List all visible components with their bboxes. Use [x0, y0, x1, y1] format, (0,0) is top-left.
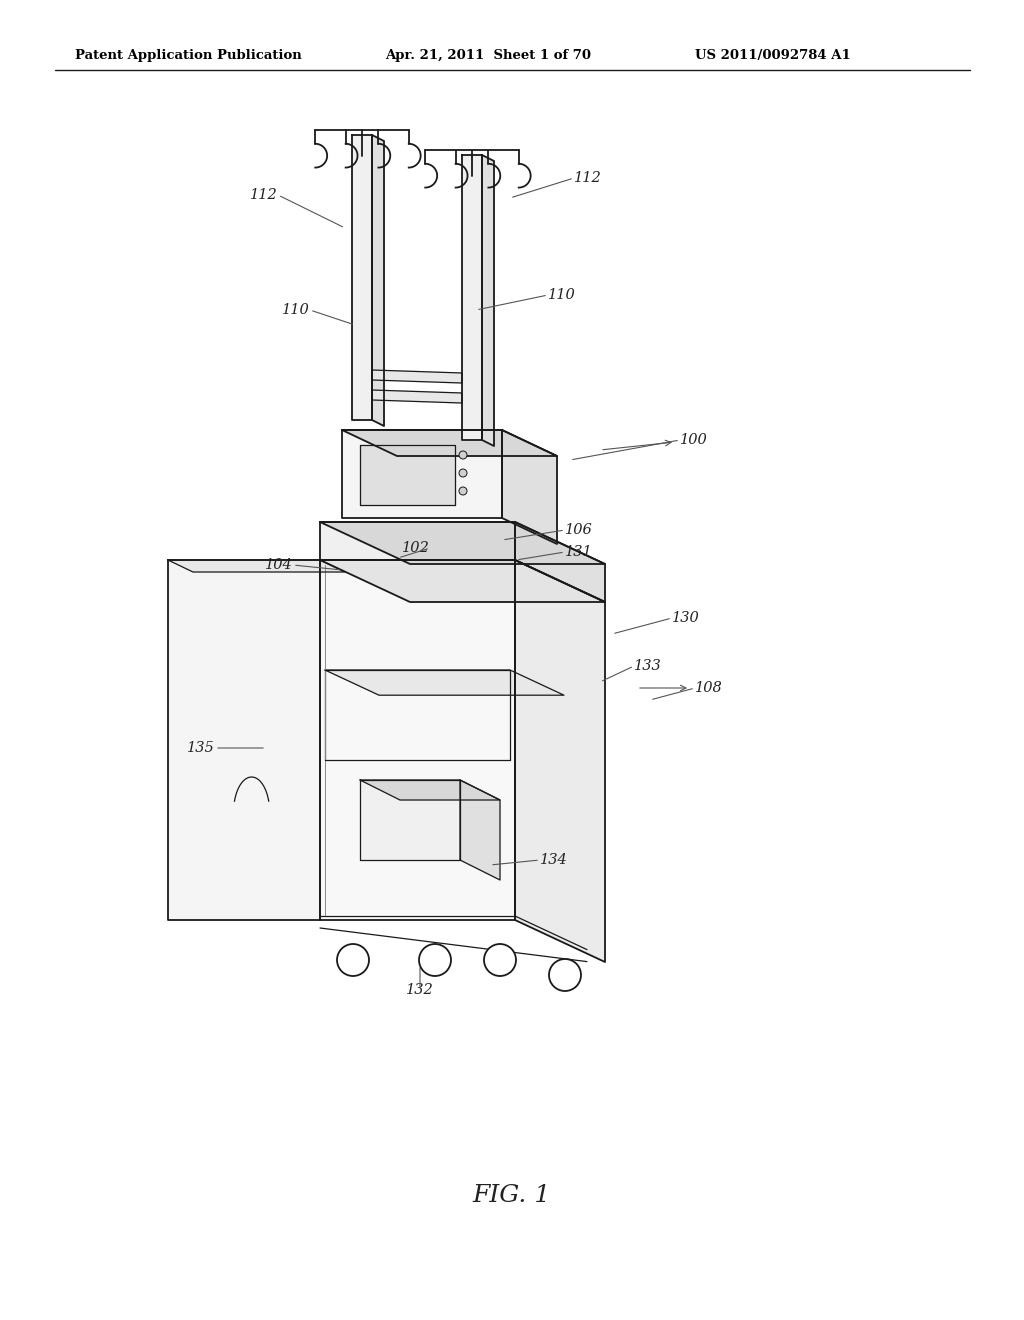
Polygon shape: [372, 135, 384, 426]
Text: 132: 132: [407, 983, 434, 997]
Text: US 2011/0092784 A1: US 2011/0092784 A1: [695, 49, 851, 62]
Polygon shape: [372, 370, 462, 383]
Text: 135: 135: [187, 741, 215, 755]
Circle shape: [484, 944, 516, 975]
Polygon shape: [168, 560, 319, 920]
Text: Patent Application Publication: Patent Application Publication: [75, 49, 302, 62]
Text: 134: 134: [540, 853, 567, 867]
Text: 108: 108: [695, 681, 723, 696]
Text: 102: 102: [402, 541, 430, 554]
Polygon shape: [168, 560, 345, 572]
Polygon shape: [319, 560, 515, 920]
Circle shape: [459, 451, 467, 459]
Polygon shape: [319, 560, 605, 602]
Text: 100: 100: [680, 433, 708, 447]
Polygon shape: [352, 135, 372, 420]
Polygon shape: [342, 430, 502, 517]
Polygon shape: [502, 430, 557, 544]
Polygon shape: [325, 671, 564, 696]
Text: Apr. 21, 2011  Sheet 1 of 70: Apr. 21, 2011 Sheet 1 of 70: [385, 49, 591, 62]
Text: 112: 112: [250, 187, 278, 202]
Circle shape: [419, 944, 451, 975]
Polygon shape: [319, 521, 605, 564]
Text: 106: 106: [565, 523, 593, 537]
Polygon shape: [460, 780, 500, 880]
Text: 130: 130: [672, 611, 699, 624]
Circle shape: [459, 469, 467, 477]
Text: 110: 110: [283, 304, 310, 317]
Text: FIG. 1: FIG. 1: [473, 1184, 551, 1206]
Text: 110: 110: [548, 288, 575, 302]
Polygon shape: [342, 430, 557, 455]
Polygon shape: [360, 445, 455, 506]
Text: 131: 131: [565, 545, 593, 558]
Polygon shape: [515, 521, 605, 602]
Circle shape: [337, 944, 369, 975]
Circle shape: [459, 487, 467, 495]
Polygon shape: [360, 780, 460, 861]
Polygon shape: [372, 389, 462, 403]
Polygon shape: [462, 154, 482, 440]
Text: 104: 104: [265, 558, 293, 572]
Polygon shape: [360, 780, 500, 800]
Polygon shape: [482, 154, 494, 446]
Text: 133: 133: [634, 659, 662, 673]
Circle shape: [549, 960, 581, 991]
Polygon shape: [515, 560, 605, 962]
Polygon shape: [319, 521, 515, 560]
Text: 112: 112: [574, 172, 602, 185]
